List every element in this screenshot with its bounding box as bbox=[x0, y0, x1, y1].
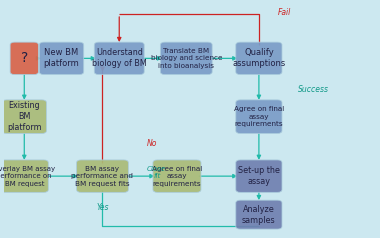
Text: Analyze
samples: Analyze samples bbox=[242, 205, 276, 225]
Text: Set-up the
assay: Set-up the assay bbox=[238, 166, 280, 186]
Text: ?: ? bbox=[21, 51, 28, 65]
FancyBboxPatch shape bbox=[236, 42, 282, 74]
Text: No: No bbox=[147, 139, 158, 148]
Text: Qualify
assumptions: Qualify assumptions bbox=[232, 48, 285, 68]
Text: New BM
platform: New BM platform bbox=[44, 48, 79, 68]
FancyBboxPatch shape bbox=[40, 42, 84, 74]
Text: Fail: Fail bbox=[277, 8, 291, 17]
FancyBboxPatch shape bbox=[236, 160, 282, 192]
Text: Agree on final
assay
requirements: Agree on final assay requirements bbox=[152, 166, 202, 187]
FancyBboxPatch shape bbox=[0, 160, 48, 192]
FancyBboxPatch shape bbox=[10, 42, 38, 74]
Text: Overlay BM assay
performance on
BM request: Overlay BM assay performance on BM reque… bbox=[0, 166, 55, 187]
Text: Existing
BM
platform: Existing BM platform bbox=[7, 101, 41, 132]
FancyBboxPatch shape bbox=[160, 42, 212, 74]
Text: Success: Success bbox=[298, 85, 329, 94]
Text: Understand
biology of BM: Understand biology of BM bbox=[92, 48, 147, 68]
FancyBboxPatch shape bbox=[77, 160, 128, 192]
FancyBboxPatch shape bbox=[236, 200, 282, 229]
Text: Yes: Yes bbox=[96, 203, 109, 212]
Text: Agree on final
assay
requirements: Agree on final assay requirements bbox=[234, 106, 284, 127]
FancyBboxPatch shape bbox=[2, 100, 46, 134]
Text: BM assay
performance and
BM request fits: BM assay performance and BM request fits bbox=[71, 166, 133, 187]
FancyBboxPatch shape bbox=[153, 160, 201, 192]
FancyBboxPatch shape bbox=[236, 100, 282, 134]
Text: Close
fit: Close fit bbox=[147, 166, 166, 179]
FancyBboxPatch shape bbox=[94, 42, 144, 74]
Text: Translate BM
biology and science
into bioanalysis: Translate BM biology and science into bi… bbox=[150, 48, 222, 69]
